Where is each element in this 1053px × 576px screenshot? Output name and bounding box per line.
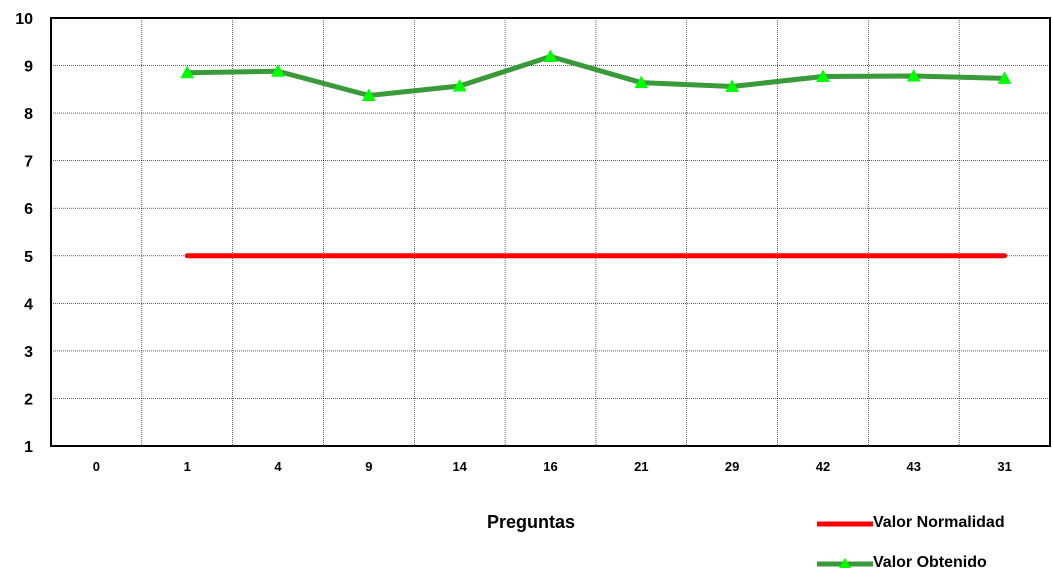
y-tick-label: 1 — [24, 439, 33, 456]
legend-entry-obtenido: Valor Obtenido — [817, 552, 1053, 576]
y-tick-label: 3 — [24, 344, 33, 361]
legend-label-obtenido: Valor Obtenido — [873, 554, 987, 571]
data-point-marker — [725, 79, 739, 92]
data-point-marker — [906, 68, 921, 82]
data-point-marker — [634, 75, 649, 89]
data-point-marker — [180, 65, 195, 79]
data-point-marker — [997, 71, 1012, 84]
x-tick-label: 42 — [816, 459, 830, 474]
y-tick-label: 4 — [24, 296, 33, 313]
grid-lines — [51, 18, 1050, 446]
data-point-marker — [816, 69, 830, 82]
x-axis-tick-labels: 0 1 4 9 14 16 21 29 42 43 31 — [93, 459, 1012, 474]
y-tick-label: 5 — [24, 249, 33, 266]
y-tick-label: 2 — [24, 391, 33, 408]
legend-entry-normalidad: Valor Normalidad — [817, 512, 1053, 536]
x-tick-label: 0 — [93, 459, 100, 474]
series-lines — [180, 49, 1012, 259]
x-tick-label: 29 — [725, 459, 739, 474]
x-tick-label: 14 — [452, 459, 467, 474]
y-tick-label: 9 — [24, 59, 33, 76]
x-tick-label: 1 — [184, 459, 191, 474]
plot-area-frame — [50, 17, 1051, 447]
x-tick-label: 16 — [543, 459, 557, 474]
data-point-marker — [362, 88, 376, 102]
x-tick-label: 9 — [365, 459, 372, 474]
legend-label-normalidad: Valor Normalidad — [873, 514, 1005, 531]
series-line-1 — [184, 54, 1008, 99]
data-point-marker — [271, 64, 285, 77]
data-point-marker — [543, 49, 558, 63]
y-tick-label: 8 — [24, 106, 33, 123]
legend-triangle-marker — [839, 558, 851, 568]
y-axis-tick-labels: 1 2 3 4 5 6 7 8 9 10 — [15, 11, 33, 456]
data-point-marker — [452, 78, 467, 92]
y-tick-label: 7 — [24, 154, 33, 171]
x-axis-title: Preguntas — [487, 512, 576, 532]
legend-swatch-normalidad — [817, 521, 873, 527]
y-tick-label: 10 — [15, 11, 33, 28]
x-tick-label: 21 — [634, 459, 648, 474]
y-tick-label: 6 — [24, 201, 33, 218]
legend-swatch-obtenido — [817, 558, 873, 568]
x-tick-label: 4 — [274, 459, 282, 474]
x-tick-label: 31 — [997, 459, 1011, 474]
x-tick-label: 43 — [907, 459, 921, 474]
